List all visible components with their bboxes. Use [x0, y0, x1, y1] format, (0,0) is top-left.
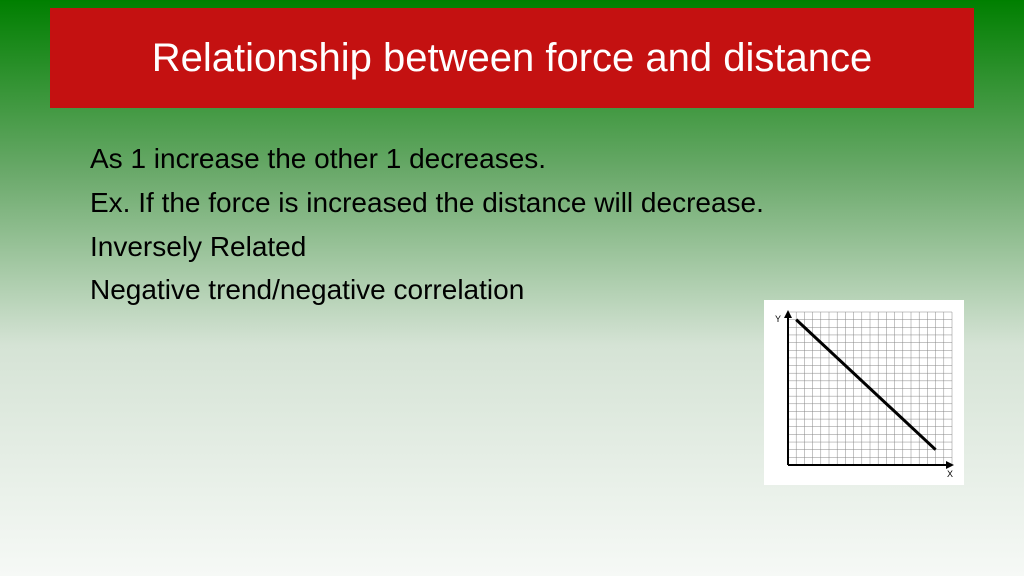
slide-body: As 1 increase the other 1 decreases. Ex.… [90, 140, 850, 315]
svg-text:Y: Y [775, 314, 781, 324]
svg-text:X: X [947, 469, 953, 479]
negative-correlation-chart: YX [764, 300, 964, 485]
body-line: Ex. If the force is increased the distan… [90, 184, 850, 222]
body-line: Negative trend/negative correlation [90, 271, 850, 309]
slide-title: Relationship between force and distance [50, 8, 974, 108]
body-line: Inversely Related [90, 228, 850, 266]
body-line: As 1 increase the other 1 decreases. [90, 140, 850, 178]
